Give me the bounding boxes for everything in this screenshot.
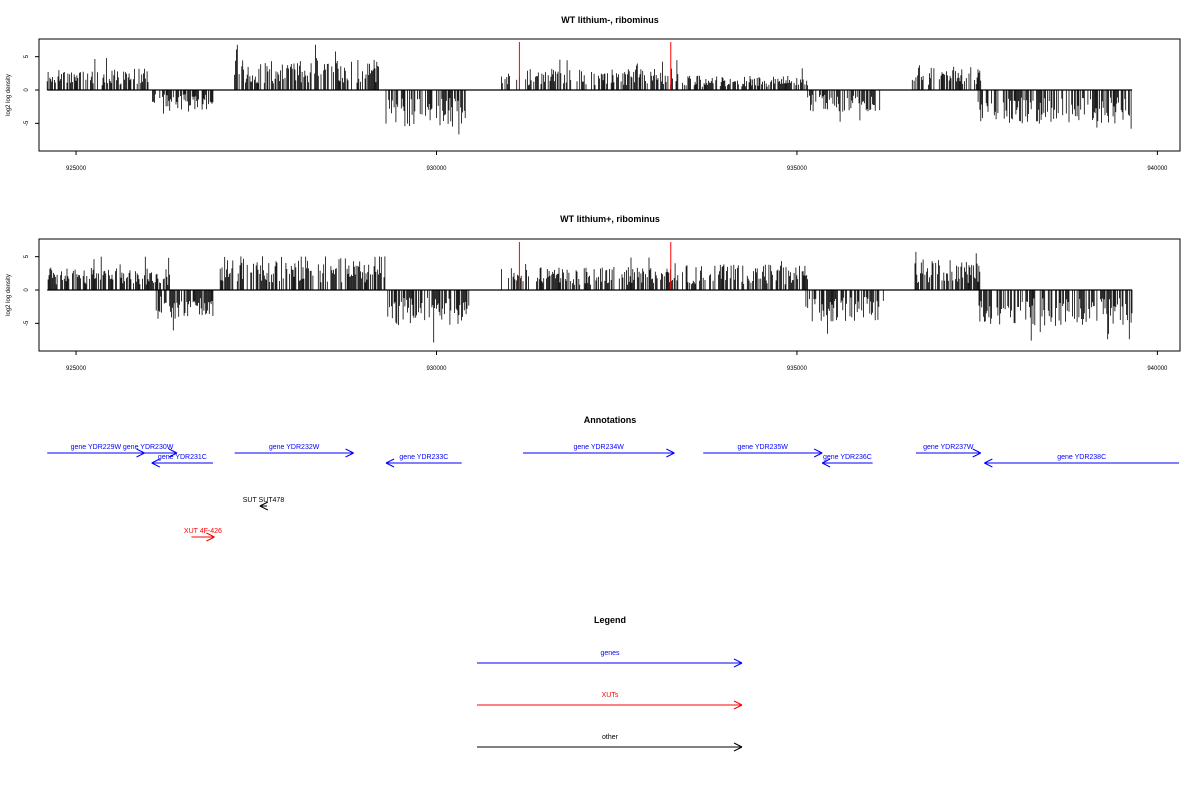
legend-items: genes XUTs other	[477, 650, 743, 752]
feature-label: gene YDR237W	[923, 444, 974, 451]
y-tick-label: 5	[24, 54, 30, 58]
feature-arrows: gene YDR229W gene YDR230W gene YDR231C gene…	[47, 444, 1179, 542]
feature-arrow	[119, 448, 178, 458]
feature-arrow	[522, 448, 675, 458]
coverage-bars	[46, 44, 1132, 135]
y-axis-label: log2 log density	[6, 74, 12, 116]
plot-frame	[38, 238, 1181, 352]
y-axis: -5 0 5	[24, 254, 39, 326]
feature-label: gene YDR236C	[823, 454, 872, 461]
legend-arrow	[477, 658, 743, 668]
marker-lines	[518, 42, 672, 90]
x-tick-label: 935000	[787, 166, 808, 172]
feature-arrow	[984, 458, 1179, 468]
panel-title: WT lithium-, ribominus	[561, 15, 659, 25]
legend-label: genes	[600, 650, 620, 657]
y-axis-label: log2 log density	[6, 274, 12, 316]
feature-label: gene YDR230W	[123, 444, 174, 451]
x-axis: 925000 930000 935000 940000	[66, 151, 1168, 172]
coverage-bars	[47, 251, 1133, 343]
panel-title: WT lithium+, ribominus	[560, 214, 660, 224]
x-axis: 925000 930000 935000 940000	[66, 351, 1168, 372]
coverage-panel-lithium-minus: WT lithium-, ribominus log2 log density …	[6, 15, 1181, 172]
x-tick-label: 925000	[66, 166, 87, 172]
legend-arrow	[477, 742, 743, 752]
x-tick-label: 925000	[66, 366, 87, 372]
y-tick-label: -5	[24, 120, 30, 126]
feature-label: SUT SUT478	[243, 497, 285, 504]
y-tick-label: 0	[24, 288, 30, 292]
feature-arrow	[821, 458, 873, 468]
feature-label: gene YDR229W	[71, 444, 122, 451]
legend-label: other	[602, 734, 619, 741]
y-tick-label: 5	[24, 254, 30, 258]
y-tick-label: 0	[24, 88, 30, 92]
feature-arrow	[151, 458, 214, 468]
feature-label: gene YDR232W	[269, 444, 320, 451]
feature-arrow	[234, 448, 354, 458]
feature-arrow	[191, 532, 215, 542]
feature-label: gene YDR238C	[1057, 454, 1106, 461]
legend-arrow	[477, 700, 743, 710]
annotations-track: Annotations gene YDR229W gene YDR230Wgene…	[47, 415, 1179, 542]
y-axis: -5 0 5	[24, 54, 39, 126]
marker-lines	[518, 242, 672, 290]
legend-label: XUTs	[602, 692, 619, 699]
annotations-title: Annotations	[584, 415, 637, 425]
x-tick-label: 940000	[1147, 366, 1168, 372]
feature-arrow	[259, 501, 269, 511]
feature-arrow	[703, 448, 823, 458]
coverage-panel-lithium-plus: WT lithium+, ribominus log2 log density …	[6, 214, 1181, 372]
feature-label: gene YDR234W	[573, 444, 624, 451]
legend-title: Legend	[594, 615, 626, 625]
feature-arrow	[385, 458, 462, 468]
x-tick-label: 930000	[426, 366, 447, 372]
feature-label: gene YDR231C	[158, 454, 207, 461]
feature-label: gene YDR233C	[399, 454, 448, 461]
x-tick-label: 930000	[426, 166, 447, 172]
feature-arrow	[915, 448, 981, 458]
x-tick-label: 935000	[787, 366, 808, 372]
plot-frame	[38, 38, 1181, 152]
feature-label: gene YDR235W	[737, 444, 788, 451]
feature-label: XUT 4F-426	[184, 528, 222, 535]
y-tick-label: -5	[24, 320, 30, 326]
x-tick-label: 940000	[1147, 166, 1168, 172]
legend: Legend genes XUTs other	[477, 615, 743, 752]
